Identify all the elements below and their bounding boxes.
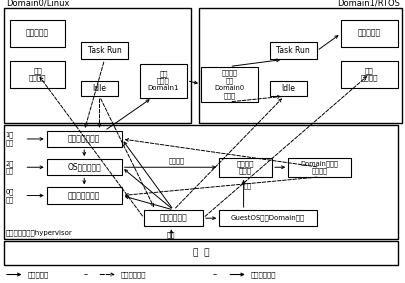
Text: 状态: 状态 bbox=[243, 182, 251, 189]
Text: 发送
事件到
Domain1: 发送 事件到 Domain1 bbox=[147, 70, 179, 91]
Text: 中断事件标识位: 中断事件标识位 bbox=[68, 191, 100, 200]
Text: 发送事件标识位: 发送事件标识位 bbox=[68, 134, 100, 143]
Text: 调度事件: 调度事件 bbox=[168, 157, 184, 164]
Bar bbox=[269, 81, 306, 96]
Text: 1类
事件: 1类 事件 bbox=[6, 132, 14, 146]
Bar bbox=[340, 20, 397, 47]
Text: 任务调度器: 任务调度器 bbox=[357, 29, 380, 38]
Bar bbox=[10, 61, 65, 88]
Text: 硬  件: 硬 件 bbox=[192, 248, 209, 257]
Bar bbox=[144, 210, 202, 226]
Bar bbox=[340, 61, 397, 88]
Text: Domain调度器
调度决策: Domain调度器 调度决策 bbox=[300, 160, 338, 174]
Bar bbox=[198, 8, 401, 123]
Text: Idle: Idle bbox=[281, 84, 294, 93]
Text: 中断
高层处理: 中断 高层处理 bbox=[29, 67, 46, 82]
Text: Domain0/Linux: Domain0/Linux bbox=[6, 0, 69, 7]
Text: Idle: Idle bbox=[92, 84, 106, 93]
Bar bbox=[4, 241, 397, 265]
Bar bbox=[10, 20, 65, 47]
Text: 0类
事件: 0类 事件 bbox=[6, 188, 14, 203]
Text: Task Run: Task Run bbox=[87, 46, 121, 55]
Text: 任务调度器: 任务调度器 bbox=[26, 29, 49, 38]
Text: 中断底层处理: 中断底层处理 bbox=[159, 214, 187, 223]
Text: Domain1/RTOS: Domain1/RTOS bbox=[336, 0, 399, 7]
Bar bbox=[269, 42, 316, 59]
Text: 调度对象
查询表: 调度对象 查询表 bbox=[236, 160, 254, 174]
Text: 设置调度事件: 设置调度事件 bbox=[121, 271, 146, 278]
Bar bbox=[200, 67, 257, 102]
Text: –: – bbox=[83, 270, 87, 279]
Text: 中断
高层处理: 中断 高层处理 bbox=[360, 67, 377, 82]
Text: 清除调度事件: 清除调度事件 bbox=[250, 271, 276, 278]
Text: –: – bbox=[213, 270, 217, 279]
Bar bbox=[81, 42, 128, 59]
Text: Task Run: Task Run bbox=[276, 46, 309, 55]
Bar bbox=[47, 159, 122, 175]
Bar bbox=[81, 81, 117, 96]
Bar bbox=[4, 8, 190, 123]
Bar bbox=[47, 187, 122, 204]
Bar bbox=[140, 64, 186, 98]
Text: 虚拟化操作系统hypervisor: 虚拟化操作系统hypervisor bbox=[6, 229, 72, 236]
Bar bbox=[288, 158, 350, 177]
Text: 事件、中断: 事件、中断 bbox=[28, 271, 49, 278]
Bar bbox=[4, 125, 397, 239]
Text: OS状态标识位: OS状态标识位 bbox=[67, 163, 101, 172]
Text: 2类
事件: 2类 事件 bbox=[6, 160, 14, 174]
Bar bbox=[219, 210, 316, 226]
Text: GuestOS状态Domain状态: GuestOS状态Domain状态 bbox=[230, 215, 304, 222]
Text: 中断: 中断 bbox=[167, 231, 175, 238]
Bar bbox=[219, 158, 271, 177]
Text: 接收处理
来自
Domain0
的事件: 接收处理 来自 Domain0 的事件 bbox=[214, 70, 244, 98]
Bar bbox=[47, 131, 122, 147]
